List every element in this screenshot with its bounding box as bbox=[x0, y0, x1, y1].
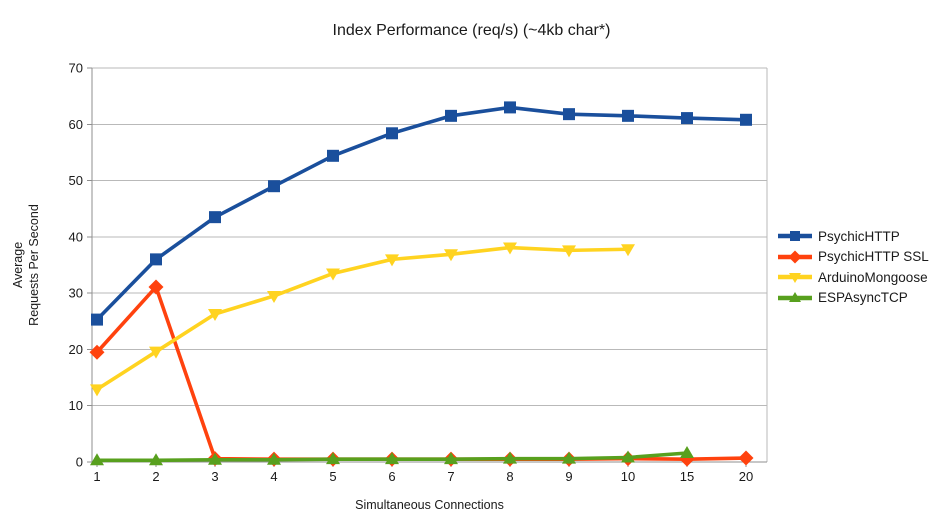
data-point-triangle-up-icon bbox=[444, 452, 458, 465]
legend-marker-shape bbox=[790, 231, 800, 242]
diamond-icon bbox=[778, 250, 812, 264]
x-tick-label: 9 bbox=[565, 469, 572, 484]
chart-title: Index Performance (req/s) (~4kb char*) bbox=[332, 22, 611, 39]
legend-item-psychichttp-ssl: PsychicHTTP SSL bbox=[777, 247, 929, 268]
data-point-triangle-down-icon bbox=[90, 384, 104, 397]
data-point-diamond-icon bbox=[89, 344, 105, 360]
data-point-square-icon bbox=[740, 113, 752, 126]
x-tick-label: 3 bbox=[211, 469, 218, 484]
legend-label-arduinomongoose: ArduinoMongoose bbox=[818, 269, 928, 285]
y-tick-label: 30 bbox=[69, 286, 83, 301]
data-point-triangle-up-icon bbox=[267, 452, 281, 465]
data-point-triangle-down-icon bbox=[503, 242, 517, 255]
data-point-square-icon bbox=[445, 109, 457, 122]
x-tick-label: 2 bbox=[152, 469, 159, 484]
psychichttp-series-icon bbox=[777, 229, 813, 243]
y-tick-label: 40 bbox=[69, 229, 83, 244]
data-point-triangle-down-icon bbox=[444, 249, 458, 262]
x-axis-title: Simultaneous Connections bbox=[355, 498, 504, 512]
data-point-square-icon bbox=[91, 313, 103, 326]
legend-label-espasynctcp: ESPAsyncTCP bbox=[818, 290, 908, 306]
y-tick-label: 20 bbox=[69, 342, 83, 357]
series-line-psychichttp bbox=[95, 105, 747, 321]
data-point-triangle-down-icon bbox=[149, 346, 163, 359]
x-tick-label: 8 bbox=[506, 469, 513, 484]
series-line-arduinomongoose bbox=[96, 245, 629, 391]
x-tick-label: 15 bbox=[680, 469, 694, 484]
x-tick-label: 20 bbox=[739, 469, 753, 484]
data-point-triangle-down-icon bbox=[621, 244, 635, 257]
legend-label-psychichttp-ssl: PsychicHTTP SSL bbox=[818, 249, 929, 265]
data-point-square-icon bbox=[209, 211, 221, 224]
data-point-triangle-down-icon bbox=[326, 268, 340, 281]
legend-marker-shape bbox=[788, 250, 802, 264]
data-point-diamond-icon bbox=[738, 450, 754, 466]
data-point-square-icon bbox=[268, 180, 280, 193]
x-tick-label: 6 bbox=[388, 469, 395, 484]
series-line-psychichttp-ssl bbox=[95, 285, 747, 461]
triangle-down-icon bbox=[778, 273, 812, 284]
legend-marker-shape bbox=[789, 273, 801, 284]
triangle-up-icon bbox=[778, 291, 812, 302]
legend-marker-shape bbox=[789, 291, 801, 302]
x-tick-label: 5 bbox=[329, 469, 336, 484]
psychichttp-ssl-series-icon bbox=[777, 250, 813, 264]
data-point-square-icon bbox=[563, 108, 575, 121]
legend: PsychicHTTP PsychicHTTP SSL ArduinoMongo… bbox=[777, 226, 929, 308]
data-point-square-icon bbox=[622, 109, 634, 122]
espasynctcp-series-icon bbox=[777, 291, 813, 305]
x-tick-label: 10 bbox=[621, 469, 635, 484]
data-point-triangle-up-icon bbox=[562, 451, 576, 464]
data-point-triangle-down-icon bbox=[385, 254, 399, 267]
arduinomongoose-series-icon bbox=[777, 270, 813, 284]
data-point-triangle-up-icon bbox=[503, 451, 517, 464]
data-point-triangle-up-icon bbox=[680, 445, 694, 458]
y-tick-label: 0 bbox=[76, 455, 83, 470]
x-tick-label: 1 bbox=[93, 469, 100, 484]
data-point-square-icon bbox=[681, 112, 693, 125]
y-tick-label: 70 bbox=[69, 61, 83, 76]
data-point-triangle-up-icon bbox=[149, 453, 163, 466]
data-point-triangle-up-icon bbox=[621, 450, 635, 463]
x-tick-label: 4 bbox=[270, 469, 277, 484]
legend-label-psychichttp: PsychicHTTP bbox=[818, 228, 900, 244]
square-icon bbox=[778, 231, 812, 242]
x-tick-label: 7 bbox=[447, 469, 454, 484]
data-point-triangle-up-icon bbox=[208, 452, 222, 465]
data-point-triangle-down-icon bbox=[267, 290, 281, 303]
legend-item-espasynctcp: ESPAsyncTCP bbox=[777, 288, 929, 309]
data-point-diamond-icon bbox=[148, 279, 164, 295]
data-point-square-icon bbox=[386, 127, 398, 140]
y-tick-label: 10 bbox=[69, 398, 83, 413]
data-point-triangle-up-icon bbox=[326, 452, 340, 465]
data-point-triangle-down-icon bbox=[208, 308, 222, 321]
data-point-square-icon bbox=[504, 101, 516, 114]
y-tick-label: 60 bbox=[69, 117, 83, 132]
data-point-triangle-down-icon bbox=[562, 245, 576, 258]
y-tick-label: 50 bbox=[69, 173, 83, 188]
data-point-square-icon bbox=[150, 253, 162, 266]
data-point-triangle-up-icon bbox=[90, 453, 104, 466]
legend-item-psychichttp: PsychicHTTP bbox=[777, 226, 929, 247]
data-point-square-icon bbox=[327, 149, 339, 162]
data-point-triangle-up-icon bbox=[385, 452, 399, 465]
legend-item-arduinomongoose: ArduinoMongoose bbox=[777, 267, 929, 288]
